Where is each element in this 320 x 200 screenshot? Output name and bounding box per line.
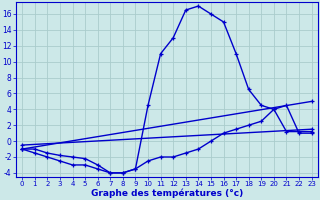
X-axis label: Graphe des températures (°c): Graphe des températures (°c) — [91, 188, 243, 198]
